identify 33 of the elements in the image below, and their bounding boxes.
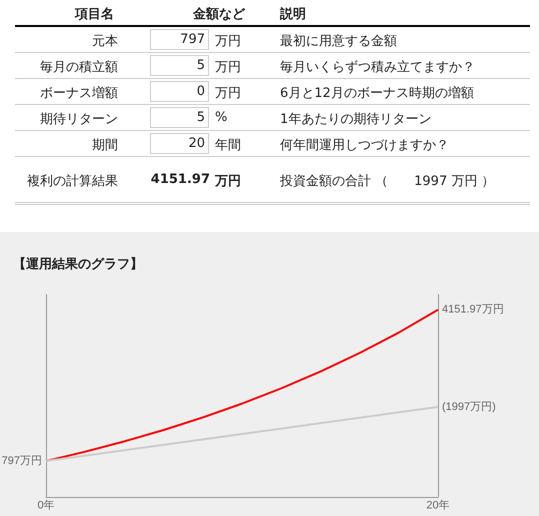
category-label: 項目名: [75, 6, 114, 23]
text: 年間: [215, 137, 241, 154]
text: ボーナス増額: [40, 84, 118, 102]
category-label: 説明: [280, 6, 306, 23]
text: 期間: [92, 137, 118, 154]
text: 投資金額の合計 （ 1997 万円 ）: [280, 173, 494, 190]
text: 最初に用意する金額: [280, 33, 397, 50]
text: 6月と12月のボーナス時期の増額: [280, 84, 474, 102]
text: 0: [150, 81, 209, 102]
text: 毎月いくらずつ積み立てますか？: [280, 59, 475, 76]
text: 複利の計算結果: [27, 173, 118, 190]
data-label: 4151.97万円: [442, 304, 504, 316]
text: 期待リターン: [40, 111, 118, 128]
text: 797: [150, 29, 209, 50]
text: 5: [150, 55, 209, 76]
text: 毎月の積立額: [40, 59, 118, 76]
text: 何年間運用しつづけますか？: [280, 137, 449, 154]
chart-title: 【運用結果のグラフ】: [13, 256, 143, 271]
text: 万円: [215, 173, 241, 190]
text: 万円: [215, 85, 241, 102]
text: 1年あたりの期待リターン: [280, 111, 432, 128]
category-label: 金額など: [193, 6, 245, 23]
data-label: (1997万円): [442, 400, 496, 413]
text: 万円: [215, 59, 241, 76]
x-tick-label: 0年: [37, 500, 55, 512]
data-label: 797万円: [2, 455, 42, 468]
text: 元本: [92, 33, 118, 50]
text: %: [215, 110, 228, 125]
text: 20: [150, 133, 209, 154]
text: 万円: [215, 33, 241, 50]
text: 5: [150, 107, 209, 128]
x-tick-label: 20年: [426, 500, 450, 512]
text: 4151.97: [150, 172, 210, 187]
